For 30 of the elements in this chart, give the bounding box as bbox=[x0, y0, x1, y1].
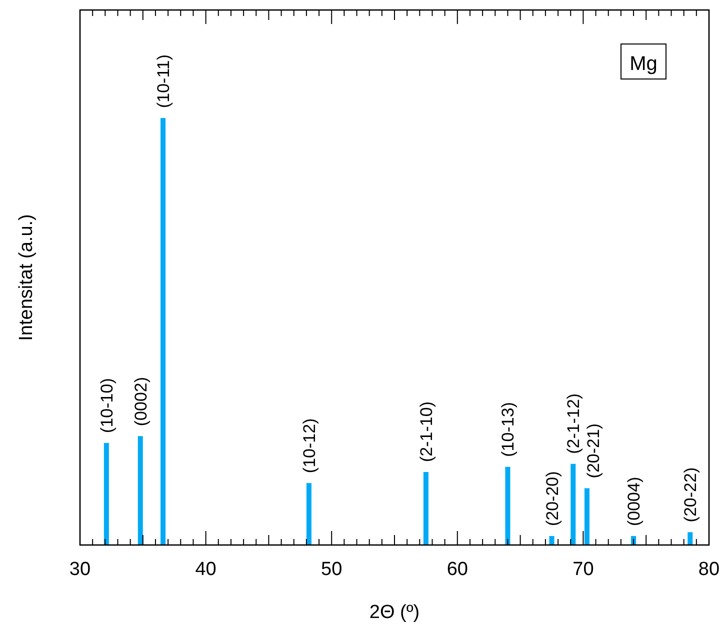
x-tick-label: 70 bbox=[572, 559, 594, 580]
annotation: (10-13) bbox=[498, 402, 518, 457]
bar bbox=[306, 483, 312, 545]
x-tick-label: 30 bbox=[69, 559, 91, 580]
annotation: (20-22) bbox=[681, 467, 700, 522]
bar bbox=[104, 442, 109, 545]
bar bbox=[423, 472, 428, 545]
bar bbox=[160, 118, 166, 545]
x-tick-label: 80 bbox=[698, 559, 720, 580]
annotation: (0004) bbox=[624, 476, 644, 526]
bar bbox=[549, 536, 554, 545]
annotation: (10-11) bbox=[154, 54, 174, 108]
bar bbox=[138, 436, 143, 545]
bar bbox=[584, 488, 590, 545]
annotation: (2-1-10) bbox=[416, 402, 436, 462]
annotation: (20-20) bbox=[542, 471, 562, 526]
bar bbox=[505, 466, 510, 545]
x-tick-label: 40 bbox=[195, 559, 216, 580]
x-axis-title: 2Θ (º) bbox=[369, 602, 420, 623]
annotation: (2-1-12) bbox=[564, 393, 584, 454]
annotation: (10-12) bbox=[300, 418, 319, 474]
annotation: (20-21) bbox=[584, 423, 604, 478]
x-tick-label: 50 bbox=[321, 559, 342, 580]
x-tick-label: 60 bbox=[446, 559, 468, 580]
bar bbox=[570, 464, 576, 545]
annotation: (0002) bbox=[131, 376, 150, 426]
text: Mg bbox=[630, 53, 658, 75]
bar bbox=[688, 532, 693, 545]
annotation: (10-10) bbox=[97, 378, 116, 433]
y-axis-title: Intensitat (a.u.) bbox=[16, 214, 37, 341]
